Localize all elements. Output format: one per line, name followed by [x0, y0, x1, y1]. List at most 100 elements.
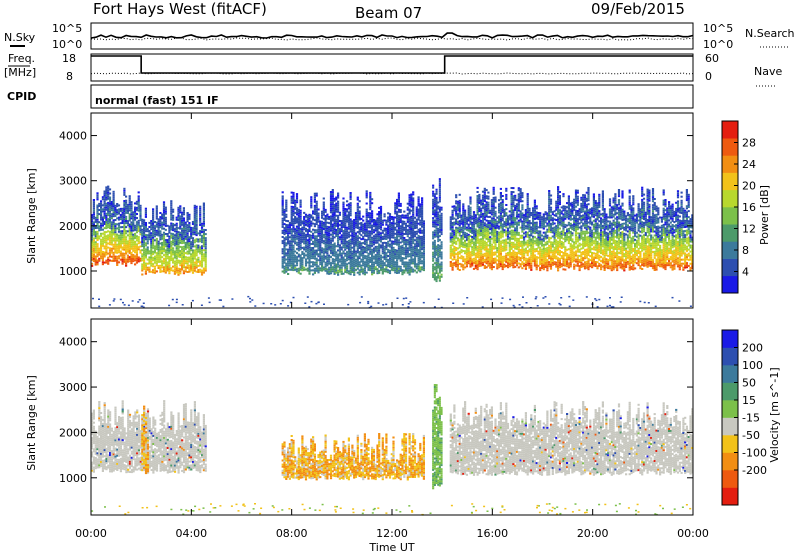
- power-cell: [396, 265, 399, 268]
- power-cell: [285, 236, 288, 239]
- power-cell: [476, 260, 479, 262]
- power-cell: [432, 274, 435, 276]
- power-cell: [128, 231, 131, 234]
- power-cell: [179, 217, 182, 220]
- power-cell: [297, 267, 300, 270]
- power-cell: [319, 228, 322, 231]
- power-cell: [317, 267, 320, 270]
- power-cell: [388, 251, 392, 254]
- power-cell: [292, 222, 295, 225]
- power-cell: [346, 255, 349, 258]
- power-cell: [294, 268, 297, 271]
- power-cell: [478, 238, 481, 241]
- power-cell: [421, 256, 424, 259]
- power-cell: [374, 268, 377, 271]
- power-cell: [103, 221, 106, 223]
- power-cell: [170, 269, 173, 272]
- power-cell: [321, 212, 324, 215]
- power-cell: [392, 259, 395, 261]
- power-cell: [110, 243, 113, 246]
- power-cell: [356, 247, 359, 250]
- power-cell: [487, 260, 490, 263]
- power-cell: [168, 264, 171, 267]
- power-cell: [385, 227, 388, 230]
- power-cell: [403, 226, 406, 229]
- power-cell: [498, 233, 501, 236]
- power-cell: [100, 202, 103, 205]
- power-cell: [130, 247, 133, 250]
- power-cell: [417, 208, 420, 211]
- power-cell: [363, 222, 366, 225]
- power-cell: [294, 220, 297, 222]
- power-cell: [128, 248, 131, 250]
- power-cell: [487, 215, 490, 218]
- power-cell: [172, 257, 175, 260]
- power-cell: [312, 253, 315, 256]
- power-cell: [455, 228, 458, 231]
- power-cell: [356, 265, 359, 268]
- power-cell: [342, 221, 345, 224]
- power-cell: [301, 251, 304, 253]
- power-cell: [387, 248, 390, 251]
- power-cell: [346, 230, 349, 233]
- power-cell: [287, 252, 290, 255]
- power-cell: [498, 250, 501, 252]
- power-cell: [91, 214, 94, 217]
- power-cell: [347, 217, 350, 220]
- power-cell: [471, 246, 474, 249]
- power-cell: [292, 263, 295, 265]
- power-cell: [152, 236, 155, 239]
- power-cell: [199, 219, 202, 222]
- power-cell: [112, 237, 115, 240]
- power-cell: [349, 261, 352, 263]
- power-cell: [152, 222, 155, 225]
- power-cell: [119, 216, 122, 218]
- power-cell: [419, 244, 422, 246]
- power-cell: [182, 225, 185, 228]
- power-cell: [116, 223, 119, 226]
- power-cell: [144, 254, 147, 257]
- power-cell: [347, 239, 350, 242]
- power-cell: [397, 233, 400, 236]
- power-cell: [112, 207, 115, 210]
- power-cell: [155, 209, 158, 212]
- power-cell: [508, 210, 511, 213]
- power-cell: [451, 213, 454, 216]
- power-cell: [396, 249, 399, 252]
- power-cell: [168, 247, 171, 250]
- power-cell: [360, 226, 363, 229]
- power-cell: [101, 244, 104, 247]
- power-cell: [342, 205, 345, 208]
- power-cell: [480, 244, 483, 247]
- power-cell: [288, 246, 291, 249]
- power-cell: [103, 202, 106, 205]
- power-cell: [413, 222, 417, 225]
- power-cell: [499, 252, 502, 255]
- power-cell: [184, 266, 187, 269]
- power-cell: [337, 192, 340, 195]
- power-cell: [480, 199, 483, 202]
- power-cell: [193, 208, 196, 211]
- power-cell: [410, 221, 413, 224]
- power-cell: [333, 205, 336, 208]
- power-cell: [285, 262, 288, 265]
- power-cell: [356, 271, 359, 274]
- power-cell: [117, 230, 121, 233]
- power-cell: [406, 231, 409, 234]
- power-cell: [329, 229, 333, 232]
- power-cell: [306, 255, 309, 258]
- power-cell: [413, 245, 417, 248]
- power-cell: [410, 244, 413, 247]
- power-cell: [437, 211, 440, 214]
- power-cell: [290, 248, 293, 251]
- power-cell: [462, 241, 465, 244]
- power-cell: [360, 264, 363, 267]
- power-cell: [337, 269, 340, 272]
- power-cell: [381, 262, 384, 265]
- power-cell: [374, 249, 377, 252]
- power-cell: [304, 248, 308, 251]
- power-cell: [326, 221, 329, 224]
- power-cell: [107, 242, 110, 245]
- power-cell: [467, 225, 470, 228]
- power-cell: [378, 219, 381, 222]
